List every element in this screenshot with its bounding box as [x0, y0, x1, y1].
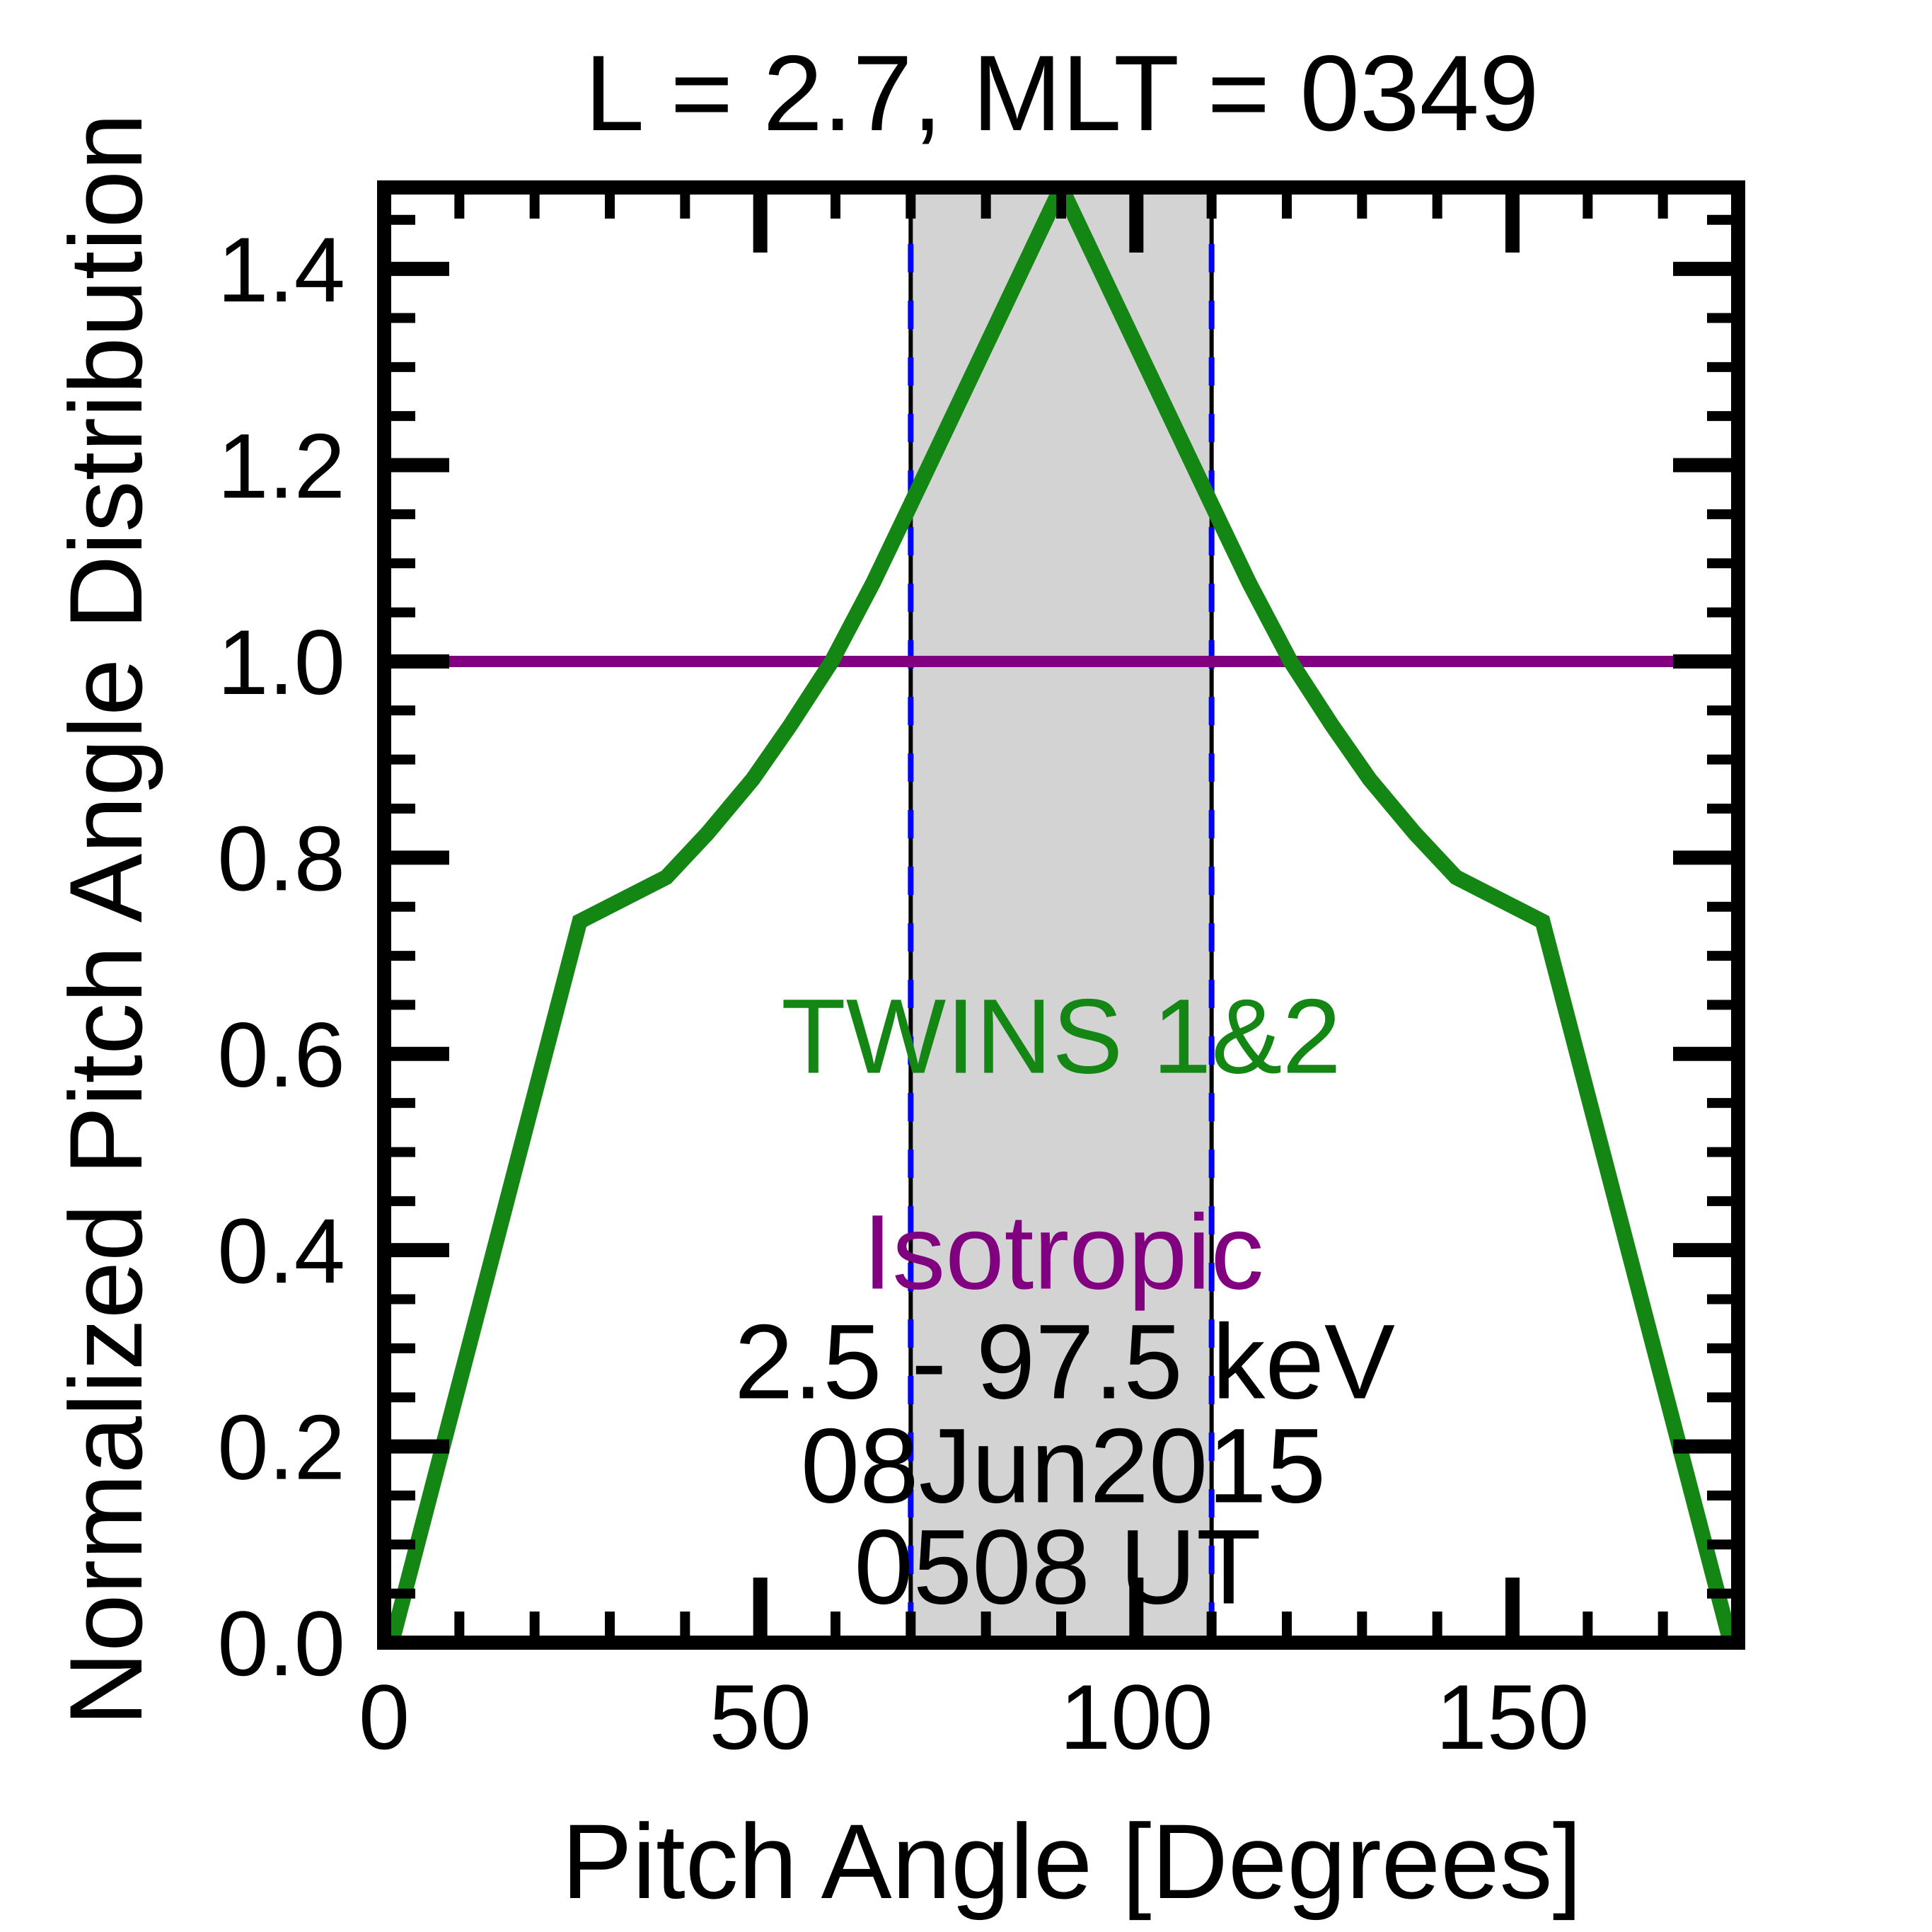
plot-frame: [377, 180, 1745, 1650]
x-tick-label: 50: [709, 1665, 811, 1769]
y-tick-label: 1.2: [217, 415, 345, 518]
twins-distribution-curve: [384, 187, 1738, 1643]
x-tick-label: 150: [1436, 1665, 1590, 1769]
x-tick-label: 100: [1060, 1665, 1213, 1769]
annotation-energy-range: 2.5 - 97.5 keV: [734, 1302, 1395, 1421]
plot-title: L = 2.7, MLT = 0349: [584, 33, 1539, 154]
y-tick-label: 0.4: [217, 1199, 345, 1302]
y-tick-label: 0.0: [217, 1592, 345, 1695]
x-axis-label: Pitch Angle [Degrees]: [561, 1802, 1583, 1921]
annotation-time: 0508 UT: [854, 1507, 1261, 1626]
y-tick-label: 0.2: [217, 1396, 345, 1499]
y-axis-label: Normalized Pitch Angle Distribution: [48, 112, 163, 1727]
y-tick-label: 0.8: [217, 806, 345, 910]
y-tick-label: 0.6: [217, 1003, 345, 1106]
y-tick-label: 1.4: [217, 218, 345, 321]
series-legend-twins: TWINS 1&2: [781, 976, 1341, 1096]
annotation-date: 08Jun2015: [800, 1406, 1326, 1525]
shaded-band-70-110deg: [910, 187, 1212, 1643]
series-legend-isotropic: Isotropic: [862, 1192, 1264, 1312]
x-tick-label: 0: [359, 1665, 410, 1769]
y-tick-label: 1.0: [217, 611, 345, 714]
